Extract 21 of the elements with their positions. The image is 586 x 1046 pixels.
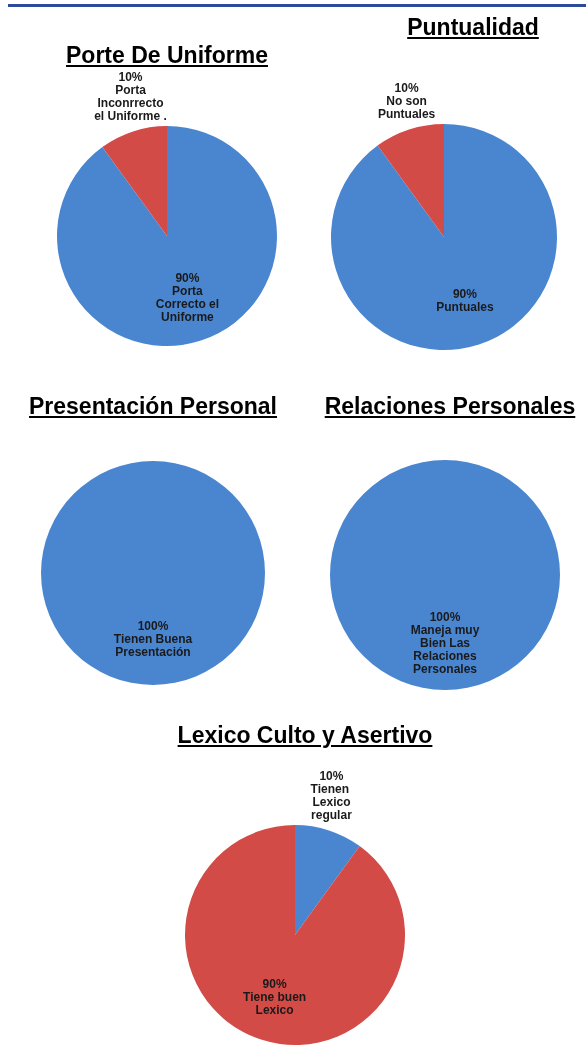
- chart-title: Presentación Personal: [29, 393, 277, 420]
- slice-label: Maneja muy Bien Las Relaciones Personales: [410, 622, 480, 676]
- data-label: 10%: [118, 70, 143, 85]
- data-label: 100%: [137, 619, 169, 634]
- chart-title: Puntualidad: [407, 14, 539, 41]
- data-label: 100%: [429, 609, 461, 624]
- slice-label: Tienen Lexico regular: [310, 782, 353, 823]
- chart-title: Porte De Uniforme: [66, 42, 268, 69]
- slice-label: No son Puntuales: [377, 94, 436, 122]
- slice-label: Tiene buen Lexico: [243, 989, 307, 1017]
- data-label: 90%: [262, 976, 287, 991]
- slice-label: Porta Correcto el Uniforme: [155, 284, 220, 325]
- chart-title: Lexico Culto y Asertivo: [177, 722, 433, 749]
- slice-label: Puntuales: [436, 299, 494, 314]
- slice-label: Porta Inconrrecto el Uniforme .: [94, 83, 167, 124]
- data-label: 10%: [319, 769, 344, 784]
- slice-label: Tienen Buena Presentación: [113, 632, 193, 660]
- chart-title: Relaciones Personales: [324, 393, 576, 420]
- data-label: 90%: [175, 271, 200, 286]
- data-label: 90%: [452, 286, 478, 301]
- data-label: 10%: [394, 81, 419, 96]
